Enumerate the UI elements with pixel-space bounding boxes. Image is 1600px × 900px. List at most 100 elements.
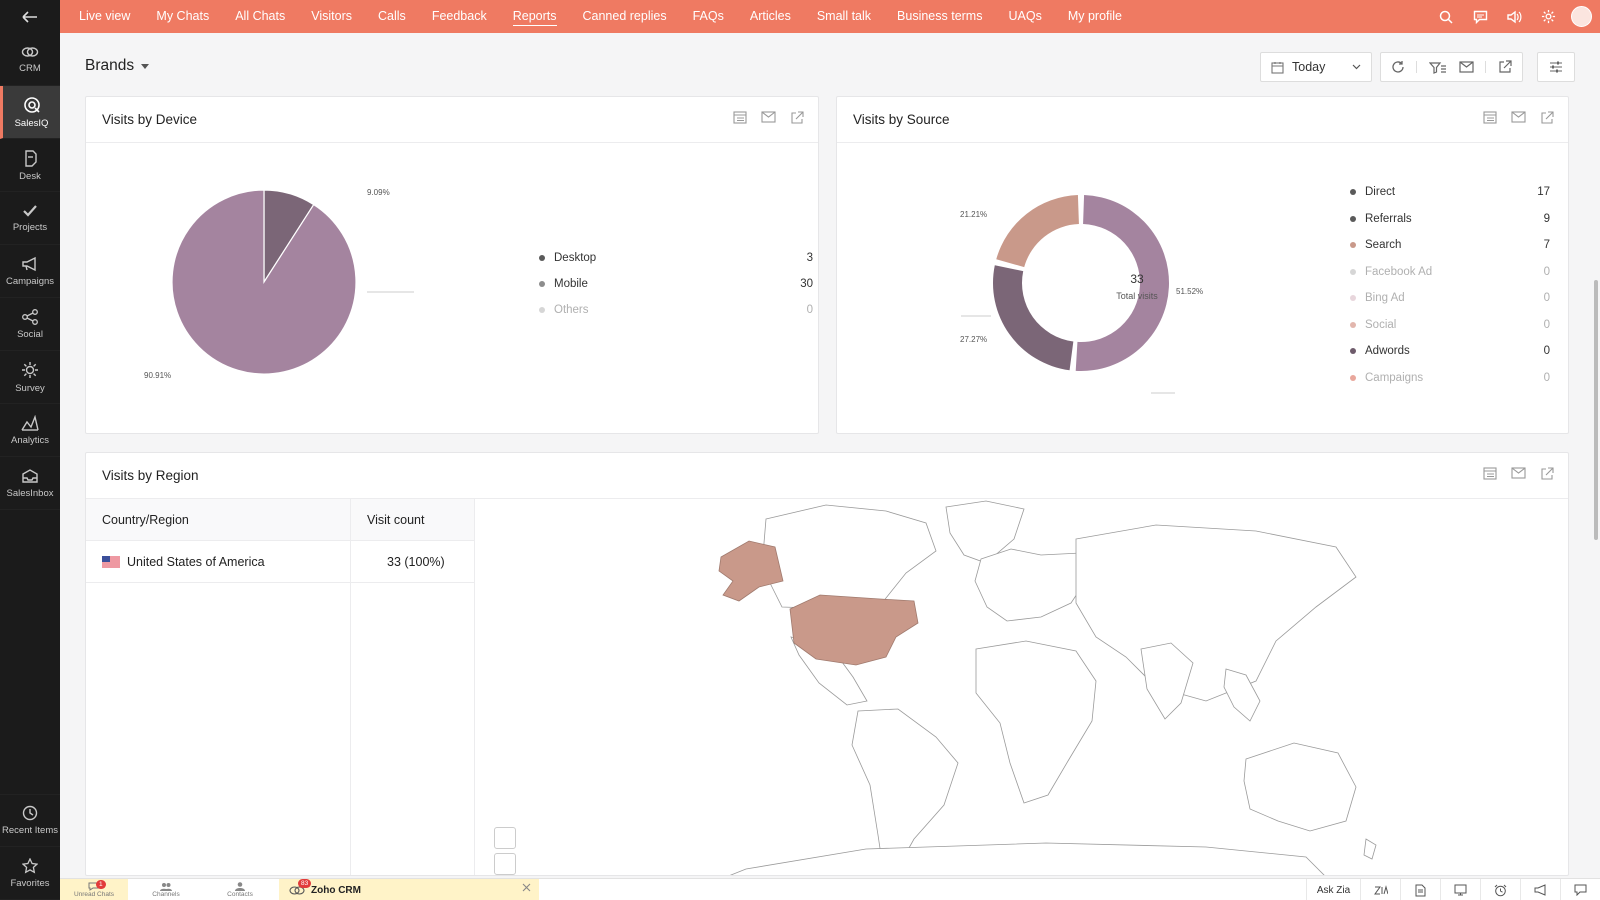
- filter-icon: [1429, 61, 1447, 74]
- page-scrollbar[interactable]: [1594, 280, 1598, 540]
- sidebar-item-favorites[interactable]: Favorites: [0, 847, 60, 900]
- sidebar-item-campaigns[interactable]: Campaigns: [0, 245, 60, 298]
- sidebar-item-crm[interactable]: CRM: [0, 33, 60, 86]
- close-tab-button[interactable]: [522, 883, 531, 892]
- legend-item-campaigns[interactable]: Campaigns 0: [1350, 372, 1550, 384]
- brands-dropdown[interactable]: Brands: [85, 57, 150, 75]
- nav-my-chats[interactable]: My Chats: [156, 9, 210, 23]
- refresh-button[interactable]: [1391, 60, 1405, 74]
- card-title: Visits by Device: [102, 112, 198, 127]
- menu-toggle[interactable]: [0, 0, 60, 33]
- open-report-button[interactable]: [790, 111, 804, 125]
- sidebar-item-label: Projects: [12, 221, 48, 233]
- date-filter-dropdown[interactable]: Today: [1260, 52, 1372, 82]
- legend-item-social[interactable]: Social 0: [1350, 319, 1550, 331]
- notes-button[interactable]: [1400, 879, 1440, 900]
- nav-uaqs[interactable]: UAQs: [1008, 9, 1042, 23]
- user-avatar[interactable]: [1571, 6, 1592, 27]
- legend-item-others[interactable]: Others 0: [539, 304, 813, 316]
- settings-button[interactable]: [1537, 6, 1559, 28]
- nav-faqs[interactable]: FAQs: [692, 9, 724, 23]
- sidebar-item-label: Analytics: [10, 434, 49, 446]
- ask-zia-button[interactable]: Ask Zia: [1306, 879, 1360, 900]
- view-data-button[interactable]: [733, 111, 747, 125]
- nav-canned-replies[interactable]: Canned replies: [582, 9, 667, 23]
- source-slice-search[interactable]: [996, 195, 1079, 268]
- sidebar-item-salesinbox[interactable]: SalesInbox: [0, 457, 60, 510]
- legend-item-referrals[interactable]: Referrals 9: [1350, 213, 1550, 225]
- sidebar-item-survey[interactable]: Survey: [0, 351, 60, 404]
- nav-visitors[interactable]: Visitors: [311, 9, 353, 23]
- legend-item-desktop[interactable]: Desktop 3: [539, 252, 813, 264]
- source-slice-referrals[interactable]: [993, 265, 1074, 371]
- legend-item-adwords[interactable]: Adwords 0: [1350, 345, 1550, 357]
- messages-button[interactable]: [1469, 6, 1491, 28]
- nav-my-profile[interactable]: My profile: [1067, 9, 1123, 23]
- sidebar-item-recent-items[interactable]: Recent Items: [0, 794, 60, 847]
- zoho-crm-tab[interactable]: 83 Zoho CRM: [279, 879, 539, 900]
- search-button[interactable]: [1435, 6, 1457, 28]
- open-report-button[interactable]: [1540, 467, 1554, 481]
- visits-by-source-card: Visits by Source 33 Total visits 21.21% …: [836, 96, 1569, 434]
- table-row[interactable]: United States of America: [86, 541, 350, 583]
- legend-item-mobile[interactable]: Mobile 30: [539, 278, 813, 290]
- export-button[interactable]: [1498, 60, 1512, 74]
- column-header-country[interactable]: Country/Region: [86, 499, 350, 541]
- zia-button[interactable]: [1360, 879, 1400, 900]
- sidebar-item-analytics[interactable]: Analytics: [0, 404, 60, 457]
- nav-calls[interactable]: Calls: [378, 9, 406, 23]
- legend-item-facebook-ad[interactable]: Facebook Ad 0: [1350, 266, 1550, 278]
- nav-feedback[interactable]: Feedback: [431, 9, 487, 23]
- new-zealand-shape: [1363, 838, 1377, 860]
- legend-item-direct[interactable]: Direct 17: [1350, 186, 1550, 198]
- view-data-button[interactable]: [1483, 467, 1497, 481]
- antarctica-shape: [729, 842, 1325, 875]
- channels-tab[interactable]: Channels: [128, 879, 204, 900]
- unread-chats-tab[interactable]: Unread Chats 1: [60, 878, 128, 900]
- date-filter-value: Today: [1292, 60, 1326, 74]
- filter-button[interactable]: [1429, 61, 1447, 74]
- nav-small-talk[interactable]: Small talk: [816, 9, 872, 23]
- nav-business-terms[interactable]: Business terms: [897, 9, 983, 23]
- customize-button[interactable]: [1537, 52, 1575, 82]
- sidebar-item-social[interactable]: Social: [0, 298, 60, 351]
- email-report-button[interactable]: [761, 111, 776, 125]
- world-map[interactable]: [476, 499, 1546, 875]
- zoom-out-button[interactable]: [494, 853, 516, 875]
- unread-badge: 1: [96, 879, 106, 889]
- alarm-button[interactable]: [1480, 879, 1520, 900]
- column-header-visit-count[interactable]: Visit count: [351, 499, 474, 541]
- australia-shape: [1243, 742, 1357, 832]
- sound-button[interactable]: [1503, 6, 1525, 28]
- legend-item-bing-ad[interactable]: Bing Ad 0: [1350, 292, 1550, 304]
- nav-live-view[interactable]: Live view: [79, 9, 131, 23]
- tab-label: Zoho CRM: [311, 884, 361, 896]
- email-report-button[interactable]: [1511, 111, 1526, 125]
- sidebar-item-desk[interactable]: Desk: [0, 139, 60, 192]
- sidebar-item-label: SalesInbox: [6, 487, 54, 499]
- nav-reports[interactable]: Reports: [500, 0, 570, 33]
- email-button[interactable]: [1459, 61, 1474, 73]
- sidebar-item-projects[interactable]: Projects: [0, 192, 60, 245]
- device-slice-mobile[interactable]: [171, 189, 357, 375]
- legend-item-search[interactable]: Search 7: [1350, 239, 1550, 251]
- table-icon: [733, 111, 747, 124]
- screen-button[interactable]: [1440, 879, 1480, 900]
- view-data-button[interactable]: [1483, 111, 1497, 125]
- chevron-down-icon: [1352, 64, 1361, 70]
- legend-dot: [1350, 348, 1356, 354]
- zoom-in-button[interactable]: [494, 827, 516, 849]
- nav-all-chats[interactable]: All Chats: [235, 9, 286, 23]
- legend-value: 17: [1537, 186, 1550, 198]
- source-slice-direct[interactable]: [1075, 195, 1169, 371]
- sidebar-item-salesiq[interactable]: SalesIQ: [0, 86, 60, 139]
- sidebar-item-label: Campaigns: [5, 275, 55, 287]
- legend-dot: [539, 281, 545, 287]
- email-report-button[interactable]: [1511, 467, 1526, 481]
- announce-button[interactable]: [1520, 879, 1560, 900]
- open-report-button[interactable]: [1540, 111, 1554, 125]
- contacts-tab[interactable]: Contacts: [204, 879, 276, 900]
- chat-widget-button[interactable]: [1560, 879, 1600, 900]
- nav-articles[interactable]: Articles: [749, 9, 791, 23]
- africa-shape: [975, 640, 1097, 804]
